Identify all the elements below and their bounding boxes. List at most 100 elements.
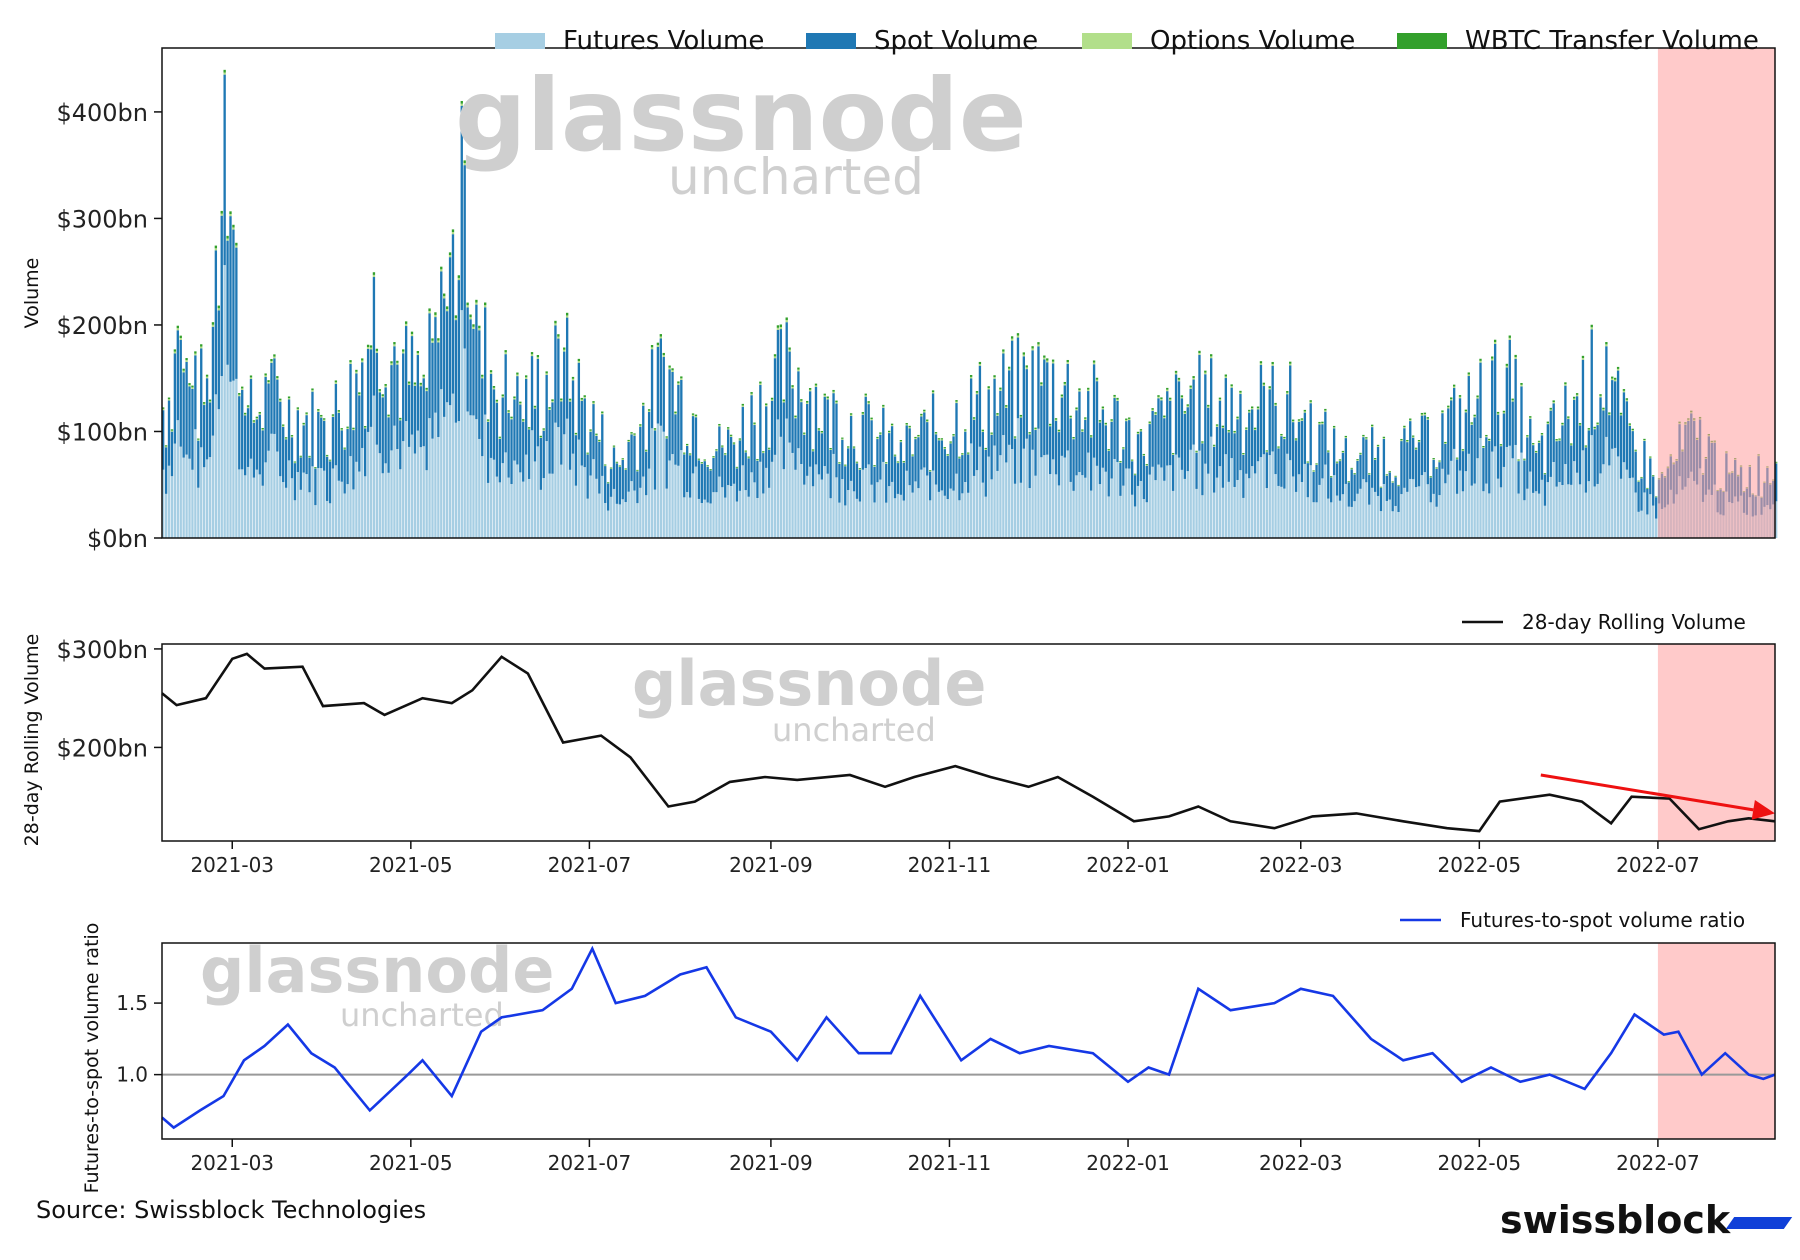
volume-bar-segment [243, 414, 247, 416]
volume-bar-segment [923, 409, 926, 412]
volume-bar-segment [762, 453, 765, 494]
volume-bar-segment [1493, 446, 1497, 538]
volume-bar-segment [1420, 475, 1424, 538]
volume-bar-segment [226, 240, 229, 365]
x-tick-label: 2022-05 [1438, 853, 1522, 877]
volume-bar-segment [975, 391, 979, 393]
volume-bar-segment [214, 250, 218, 395]
volume-bar-segment [861, 469, 864, 538]
volume-bar-segment [990, 433, 993, 435]
volume-bar-segment [1420, 415, 1424, 476]
volume-bar-segment [425, 391, 428, 471]
volume-bar-segment [548, 408, 551, 410]
volume-bar-segment [609, 467, 613, 469]
volume-bar-segment [243, 412, 247, 415]
volume-bar-segment [1195, 452, 1198, 489]
volume-bar-segment [647, 411, 651, 469]
volume-bar-segment [1532, 444, 1535, 446]
volume-bar-segment [1376, 445, 1380, 447]
volume-bar-segment [595, 433, 598, 435]
volume-bar-segment [314, 467, 317, 469]
volume-bar-segment [726, 427, 730, 429]
volume-bar-segment [808, 388, 812, 390]
volume-bar-segment [495, 402, 499, 477]
volume-bar-segment [882, 404, 885, 407]
volume-bar-segment [325, 500, 329, 538]
volume-bar-segment [1104, 424, 1107, 426]
volume-bar-segment [835, 400, 838, 403]
volume-bar-segment [1473, 417, 1476, 484]
volume-bar-segment [1356, 460, 1359, 461]
ratio-line [161, 945, 1776, 1130]
volume-bar-segment [955, 400, 958, 402]
volume-bar-segment [1496, 414, 1500, 479]
volume-bar-segment [1151, 409, 1154, 411]
volume-bar-segment [170, 429, 174, 431]
volume-bar-segment [911, 456, 914, 493]
volume-bar-segment [1092, 364, 1096, 458]
volume-bar-segment [1461, 491, 1465, 538]
volume-bar-segment [609, 496, 613, 538]
volume-highlight [1657, 48, 1775, 538]
volume-bar-segment [1570, 445, 1573, 485]
volume-bar-segment [246, 405, 250, 407]
volume-bar-segment [1230, 387, 1233, 459]
volume-bar-segment [1452, 386, 1456, 388]
volume-bar-segment [217, 308, 220, 311]
volume-bar-segment [823, 466, 826, 538]
volume-bar-segment [1201, 495, 1204, 538]
volume-bar-segment [454, 315, 458, 318]
volume-bar-segment [1429, 502, 1432, 538]
volume-bar-segment [849, 414, 853, 416]
volume-bar-segment [601, 411, 604, 413]
volume-bar-segment [1145, 502, 1148, 538]
volume-bar-segment [282, 424, 285, 426]
volume-bar-segment [858, 501, 862, 538]
volume-bar-segment [1347, 481, 1350, 483]
volume-bar-segment [1236, 479, 1239, 538]
volume-bar-segment [999, 390, 1002, 456]
volume-bar-segment [1160, 467, 1163, 538]
volume-bar-segment [197, 439, 200, 441]
volume-bar-segment [1488, 493, 1491, 538]
volume-bar-segment [700, 462, 703, 464]
volume-bar-segment [1412, 437, 1415, 480]
volume-bar-segment [1309, 400, 1312, 402]
volume-bar-segment [481, 456, 484, 538]
volume-bar-segment [612, 446, 616, 448]
volume-bar-segment [592, 459, 595, 538]
volume-bar-segment [1602, 407, 1605, 410]
volume-bar-segment [516, 374, 519, 377]
volume-bar-segment [554, 320, 557, 324]
volume-bar-segment [1347, 481, 1350, 482]
volume-bar-segment [1414, 487, 1418, 538]
volume-bar-segment [1300, 418, 1304, 420]
volume-bar-segment [647, 468, 651, 538]
volume-bar-segment [1098, 484, 1102, 538]
volume-bar-segment [1534, 450, 1538, 452]
volume-bar-segment [407, 384, 411, 447]
volume-bar-segment [1057, 429, 1061, 432]
volume-bar-segment [1499, 487, 1503, 538]
volume-bar-segment [683, 497, 686, 538]
volume-bar-segment [852, 448, 856, 492]
volume-bar-segment [662, 356, 665, 432]
volume-bar-segment [955, 473, 958, 538]
volume-bar-segment [1432, 458, 1435, 459]
volume-bar-segment [1426, 484, 1429, 538]
volume-bar-segment [241, 388, 244, 390]
volume-bar-segment [1584, 446, 1588, 448]
volume-bar-segment [967, 454, 970, 493]
volume-bar-segment [1353, 473, 1356, 475]
volume-bar-segment [1040, 384, 1043, 386]
volume-bar-segment [829, 449, 832, 450]
volume-bar-segment [530, 356, 534, 431]
volume-bar-segment [352, 427, 355, 429]
volume-bar-segment [325, 455, 329, 457]
volume-bar-segment [1005, 462, 1008, 538]
volume-bar-segment [375, 352, 379, 445]
volume-bar-segment [1221, 487, 1225, 538]
volume-bar-segment [557, 336, 560, 339]
volume-bar-segment [1649, 457, 1652, 459]
volume-bar-segment [440, 271, 443, 390]
